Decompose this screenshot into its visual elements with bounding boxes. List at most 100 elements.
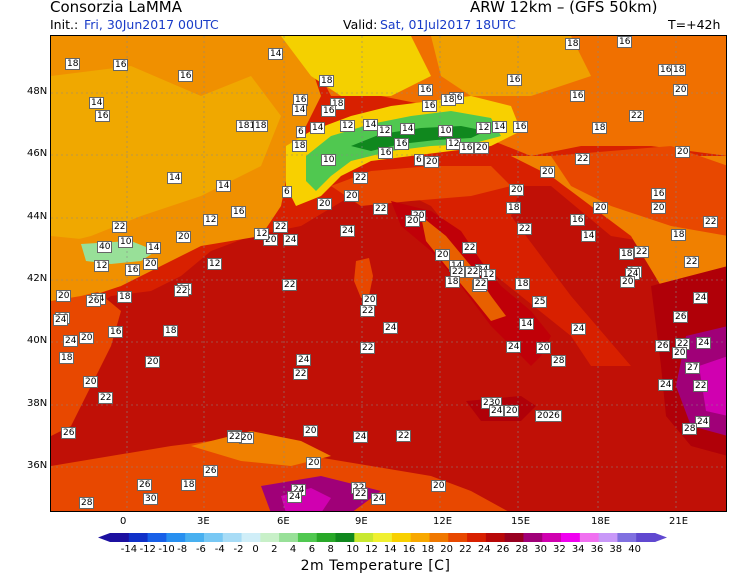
- station-temperature: 24: [371, 493, 387, 505]
- colorbar-tick-label: 38: [609, 544, 623, 555]
- station-temperature: 18: [671, 229, 687, 241]
- station-temperature: 22: [693, 380, 709, 392]
- station-temperature: 20: [79, 332, 95, 344]
- station-temperature: 20: [83, 376, 99, 388]
- longitude-label: 15E: [511, 516, 531, 527]
- colorbar-tick-label: 30: [534, 544, 547, 555]
- latitude-label: 44N: [27, 211, 48, 222]
- station-temperature: 10: [438, 125, 454, 137]
- station-temperature: 24: [489, 405, 505, 417]
- station-temperature: 28: [551, 355, 567, 367]
- station-temperature: 22: [282, 279, 298, 291]
- station-temperature: 24: [571, 323, 587, 335]
- station-temperature: 12: [94, 260, 110, 272]
- init-value: Fri, 30Jun2017 00UTC: [84, 17, 219, 32]
- station-temperature: 18: [619, 248, 635, 260]
- station-temperature: 20: [303, 425, 319, 437]
- station-temperature: 6: [296, 126, 306, 138]
- longitude-label: 3E: [197, 516, 210, 527]
- longitude-label: 18E: [591, 516, 611, 527]
- latitude-label: 48N: [27, 86, 48, 97]
- station-temperature: 20: [675, 146, 691, 158]
- station-temperature: 14: [310, 122, 326, 134]
- station-temperature: 18: [319, 75, 335, 87]
- station-temperature: 26: [137, 479, 153, 491]
- colorbar-segment: [542, 533, 562, 542]
- station-temperature: 14: [363, 119, 379, 131]
- station-temperature: 16: [108, 326, 124, 338]
- colorbar-tick-label: 4: [289, 544, 297, 555]
- colorbar-low-arrow: [98, 533, 110, 542]
- station-temperature: 26: [673, 311, 689, 323]
- station-temperature: 14: [581, 230, 597, 242]
- station-temperature: 20: [672, 347, 688, 359]
- station-temperature: 24: [695, 416, 711, 428]
- colorbar-segment: [636, 533, 656, 542]
- station-temperature: 16: [321, 105, 337, 117]
- station-temperature: 16: [459, 142, 475, 154]
- station-temperature: 22: [353, 488, 369, 500]
- station-temperature: 6: [282, 186, 292, 198]
- station-temperature: 16: [651, 188, 667, 200]
- station-temperature: 24: [658, 379, 674, 391]
- station-temperature: 40: [97, 241, 113, 253]
- colorbar-tick-label: 40: [628, 544, 641, 555]
- station-temperature: 20: [344, 190, 360, 202]
- station-temperature: 26: [655, 340, 671, 352]
- colorbar: [98, 533, 667, 542]
- station-temperature: 22: [465, 266, 481, 278]
- greece-hot-spot-inner: [699, 356, 726, 416]
- north-africa-warm: [191, 431, 331, 466]
- station-temperature: 20: [651, 202, 667, 214]
- colorbar-segment: [241, 533, 261, 542]
- colorbar-segment: [523, 533, 543, 542]
- station-temperature: 10: [321, 154, 337, 166]
- colorbar-segment: [316, 533, 337, 542]
- colorbar-tick-label: 36: [590, 544, 604, 555]
- station-temperature: 22: [360, 305, 376, 317]
- station-temperature: 24: [693, 292, 709, 304]
- station-temperature: 22: [293, 368, 309, 380]
- station-temperature: 18: [292, 140, 308, 152]
- germany-warm: [431, 36, 591, 96]
- station-temperature: 20: [431, 480, 447, 492]
- station-temperature: 20: [306, 457, 322, 469]
- station-temperature: 22: [517, 223, 533, 235]
- forecast-step: T=+42h: [668, 17, 721, 32]
- station-temperature: 16: [125, 264, 141, 276]
- balkans-hot: [551, 146, 726, 236]
- station-temperature: 20: [143, 258, 159, 270]
- colorbar-segment: [166, 533, 186, 542]
- station-temperature: 20: [405, 215, 421, 227]
- station-temperature: 24: [340, 225, 356, 237]
- station-temperature: 24: [353, 431, 369, 443]
- station-temperature: 20: [56, 290, 72, 302]
- station-temperature: 22: [273, 221, 289, 233]
- longitude-label: 9E: [355, 516, 368, 527]
- station-temperature: 20: [620, 276, 636, 288]
- station-temperature: 24: [53, 314, 69, 326]
- station-temperature: 22: [112, 221, 128, 233]
- station-temperature: 22: [373, 203, 389, 215]
- station-temperature: 18: [445, 276, 461, 288]
- colorbar-tick-label: -12: [139, 544, 156, 555]
- colorbar-tick-label: 26: [496, 544, 510, 555]
- colorbar-segment: [485, 533, 506, 542]
- colorbar-segment: [203, 533, 224, 542]
- station-temperature: 26: [86, 295, 102, 307]
- station-temperature: 20: [145, 356, 161, 368]
- colorbar-segment: [391, 533, 412, 542]
- station-temperature: 12: [476, 122, 492, 134]
- colorbar-tick-label: 14: [383, 544, 397, 555]
- station-temperature: 20: [540, 166, 556, 178]
- station-temperature: 22: [98, 392, 114, 404]
- colorbar-tick-label: 24: [477, 544, 491, 555]
- longitude-label: 21E: [669, 516, 689, 527]
- station-temperature: 20: [536, 342, 552, 354]
- station-temperature: 26: [203, 465, 219, 477]
- station-temperature: 14: [519, 318, 535, 330]
- station-temperature: 25: [532, 296, 548, 308]
- station-temperature: 12: [340, 120, 356, 132]
- station-temperature: 20: [435, 249, 451, 261]
- station-temperature: 12: [254, 228, 270, 240]
